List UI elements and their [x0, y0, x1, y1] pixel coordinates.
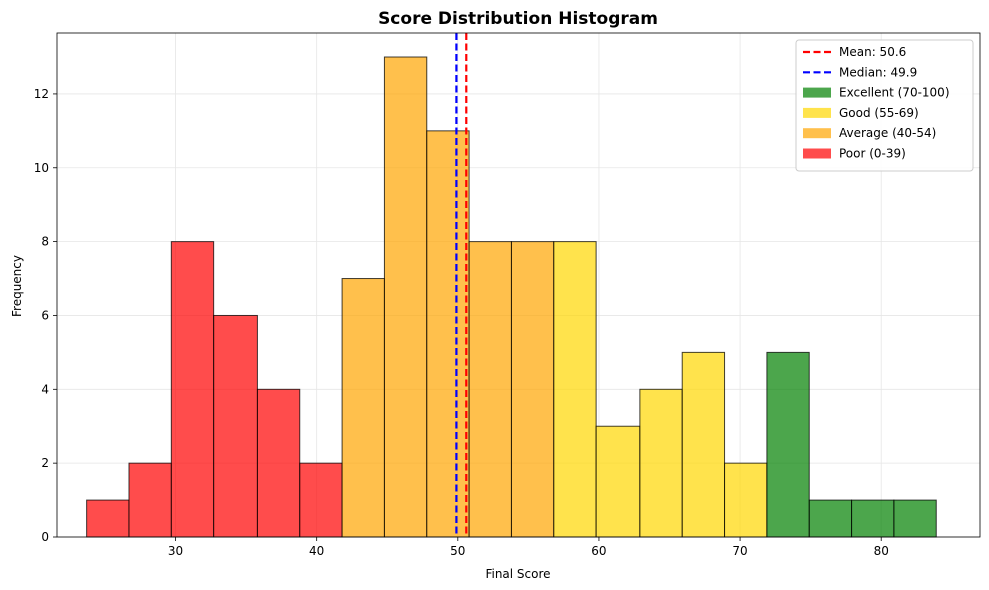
legend-label: Excellent (70-100) [839, 86, 950, 100]
y-tick-label: 6 [41, 308, 49, 322]
reference-lines [455, 33, 468, 537]
histogram-bar-excellent [766, 351, 810, 538]
plot-frame [56, 32, 981, 538]
histogram-bar-good [681, 351, 726, 538]
histogram-bar-poor [213, 314, 258, 538]
legend-label: Poor (0-39) [839, 147, 906, 161]
histogram-bar-good [595, 425, 641, 538]
histogram-bar-average [383, 56, 428, 538]
histogram-bar-poor [170, 241, 215, 538]
x-tick-label: 50 [450, 544, 465, 558]
histogram-bar-poor [299, 462, 343, 538]
histogram-bar-average [426, 130, 470, 538]
legend-label: Mean: 50.6 [839, 45, 906, 59]
legend-label: Median: 49.9 [839, 65, 917, 79]
y-tick-label: 10 [34, 161, 49, 175]
legend-swatch-average [803, 128, 831, 139]
histogram-bar-excellent [893, 499, 937, 538]
histogram-bar-good [639, 388, 683, 538]
y-axis-label: Frequency [10, 255, 24, 317]
histogram-bar-good [724, 462, 768, 538]
histogram-bar-good [553, 241, 597, 538]
legend-swatch-poor [803, 148, 831, 159]
y-tick-label: 12 [34, 87, 49, 101]
histogram-bar-average [468, 241, 512, 538]
histogram-bars [86, 56, 937, 538]
histogram-bar-average [341, 278, 385, 538]
histogram-bar-excellent [851, 499, 895, 538]
legend-swatch-good [803, 107, 831, 118]
histogram-bar-poor [86, 499, 130, 538]
x-axis-label: Final Score [485, 567, 550, 581]
legend-swatch-excellent [803, 87, 831, 98]
histogram-bar-average [510, 241, 555, 538]
y-tick-label: 2 [41, 456, 49, 470]
histogram-bar-poor [256, 388, 301, 538]
y-tick-label: 4 [41, 382, 49, 396]
y-tick-label: 8 [41, 235, 49, 249]
x-tick-label: 70 [732, 544, 747, 558]
x-tick-label: 40 [309, 544, 324, 558]
chart-title: Score Distribution Histogram [378, 9, 658, 29]
histogram-bar-excellent [808, 499, 853, 538]
histogram-bar-poor [128, 462, 172, 538]
y-tick-label: 0 [41, 530, 49, 544]
legend-box [795, 39, 974, 172]
x-tick-label: 80 [874, 544, 889, 558]
x-tick-label: 30 [168, 544, 183, 558]
legend-label: Average (40-54) [839, 126, 936, 140]
legend-label: Good (55-69) [839, 106, 919, 120]
axis-ticks: 30 40 50 60 70 80 0 2 4 6 8 10 12 [34, 87, 889, 558]
legend: Mean: 50.6 Median: 49.9 Excellent (70-100)… [795, 39, 974, 172]
x-tick-label: 60 [591, 544, 606, 558]
